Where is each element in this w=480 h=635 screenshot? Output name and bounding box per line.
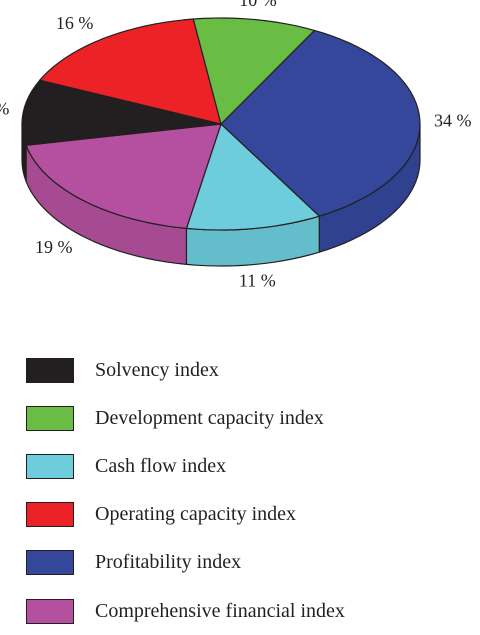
pie-label-profitability-index: 34 % xyxy=(434,110,472,130)
pie-chart: 34 % 11 % 19 % 10 % 16 % 10 % xyxy=(0,0,472,290)
legend-item-cash-flow-index: Cash flow index xyxy=(26,442,345,490)
chart-legend: Solvency index Development capacity index… xyxy=(26,346,345,635)
legend-swatch-comprehensive-financial-index xyxy=(26,598,74,624)
legend-label-operating-capacity-index: Operating capacity index xyxy=(95,503,297,526)
legend-item-solvency-index: Solvency index xyxy=(26,346,345,394)
pie-label-comprehensive-financial-index: 19 % xyxy=(35,237,73,257)
pie-value-labels: 34 % 11 % 19 % 10 % 16 % 10 % xyxy=(0,0,472,290)
legend-swatch-solvency-index xyxy=(26,357,74,383)
legend-item-development-capacity-index: Development capacity index xyxy=(26,394,345,442)
pie-label-development-capacity-index: 10 % xyxy=(239,0,277,10)
pie-slice-operating-capacity-index xyxy=(39,18,222,125)
legend-label-comprehensive-financial-index: Comprehensive financial index xyxy=(95,599,345,622)
legend-swatch-profitability-index xyxy=(26,550,74,576)
pie-top-faces xyxy=(21,17,421,231)
pie-label-operating-capacity-index: 16 % xyxy=(56,13,94,33)
pie-label-cash-flow-index: 11 % xyxy=(239,270,276,290)
legend-swatch-cash-flow-index xyxy=(26,453,74,479)
legend-label-cash-flow-index: Cash flow index xyxy=(95,454,227,477)
legend-swatch-development-capacity-index xyxy=(26,405,74,431)
legend-item-comprehensive-financial-index: Comprehensive financial index xyxy=(26,587,345,635)
legend-label-solvency-index: Solvency index xyxy=(95,358,219,381)
pie-slice-cash-flow-index xyxy=(185,123,320,231)
legend-item-profitability-index: Profitability index xyxy=(26,539,345,587)
pie-slice-comprehensive-financial-index xyxy=(25,123,222,229)
legend-label-profitability-index: Profitability index xyxy=(95,551,242,574)
legend-swatch-operating-capacity-index xyxy=(26,502,74,528)
legend-item-operating-capacity-index: Operating capacity index xyxy=(26,491,345,539)
legend-label-development-capacity-index: Development capacity index xyxy=(95,406,324,429)
pie-slice-development-capacity-index xyxy=(192,17,316,125)
pie-slice-profitability-index xyxy=(220,29,421,217)
pie-label-solvency-index: 10 % xyxy=(0,98,9,118)
pie-slice-solvency-index xyxy=(21,79,222,146)
pie-side-walls xyxy=(21,123,421,267)
